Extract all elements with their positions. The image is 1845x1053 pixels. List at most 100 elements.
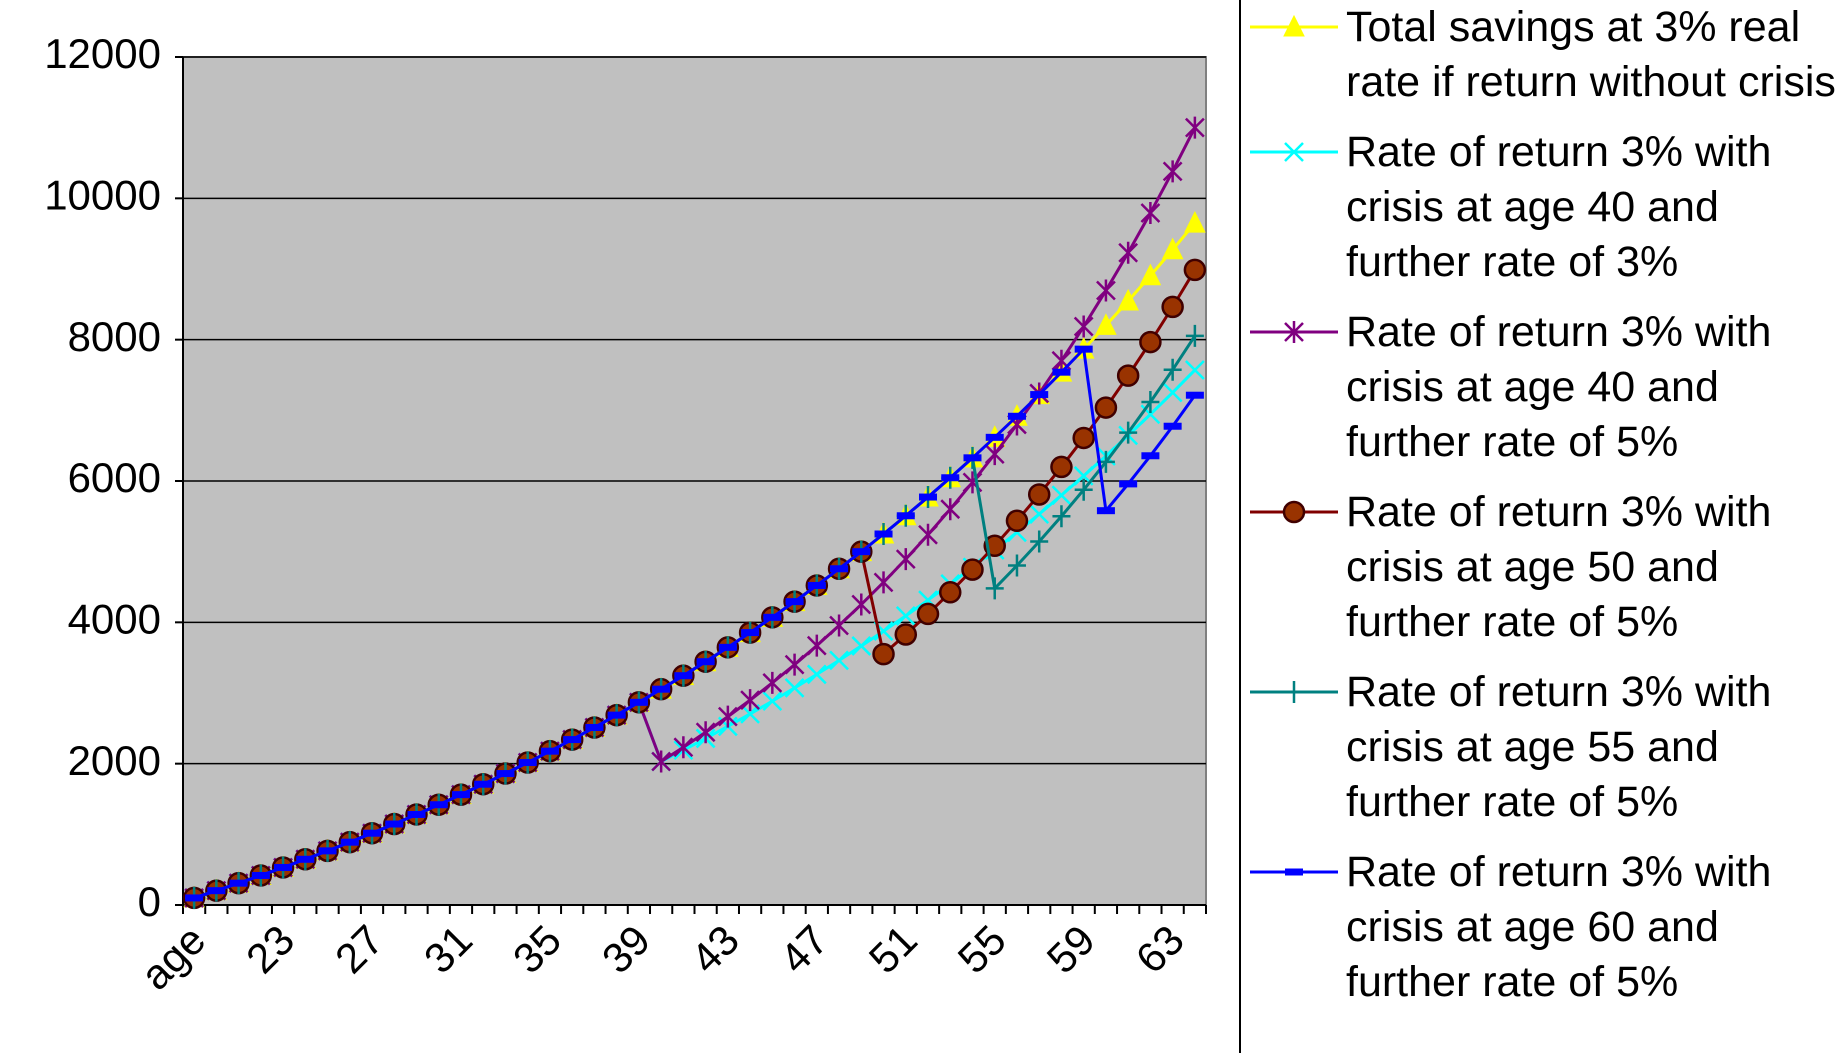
marker [563, 736, 582, 744]
x-tick-label: 35 [504, 916, 570, 982]
legend-label: Total savings at 3% real rate if return … [1346, 3, 1836, 106]
marker [874, 530, 893, 538]
marker [894, 623, 918, 646]
marker [916, 602, 940, 626]
legend-marker [1283, 14, 1305, 37]
x-tick-label: 47 [771, 916, 837, 982]
marker [873, 571, 894, 594]
legend-label: Rate of return 3% with crisis at age 40 … [1346, 128, 1772, 286]
marker [629, 698, 648, 706]
marker [1163, 358, 1182, 381]
x-tick-label: 27 [326, 916, 392, 982]
marker [340, 838, 359, 846]
marker [830, 565, 849, 573]
marker [984, 443, 1005, 466]
legend-label: Rate of return 3% with crisis at age 60 … [1346, 848, 1772, 1006]
marker [940, 498, 961, 521]
marker [1119, 480, 1138, 488]
marker [872, 642, 895, 666]
legend-swatch [1250, 142, 1338, 162]
legend-marker [1285, 681, 1303, 703]
marker [1117, 288, 1139, 311]
legend-marker [1284, 142, 1304, 162]
x-tick-label: 51 [860, 916, 926, 982]
marker [1072, 426, 1095, 450]
marker [696, 658, 715, 666]
marker [451, 791, 470, 799]
marker [1074, 345, 1093, 353]
marker [1161, 295, 1184, 319]
series-line [193, 345, 1197, 900]
legend-swatch [1250, 321, 1338, 343]
legend-entry: Rate of return 3% with crisis at age 40 … [1246, 305, 1842, 470]
marker [963, 454, 982, 462]
marker [207, 887, 226, 895]
marker [1139, 330, 1162, 354]
marker [1027, 483, 1051, 506]
marker [651, 750, 672, 773]
marker [1118, 241, 1139, 264]
marker [762, 691, 783, 712]
legend-label: Rate of return 3% with crisis at age 50 … [1346, 488, 1772, 646]
marker [1116, 364, 1140, 387]
marker [1052, 368, 1071, 376]
marker [785, 598, 804, 606]
marker [1161, 237, 1184, 260]
x-tick-label: 43 [682, 916, 748, 982]
marker [1007, 554, 1026, 577]
y-tick-label: 8000 [68, 313, 161, 360]
marker [806, 664, 827, 685]
marker [784, 653, 805, 676]
marker [740, 689, 760, 712]
marker [1141, 390, 1160, 413]
marker [318, 847, 337, 855]
marker [807, 581, 826, 589]
marker [1119, 421, 1138, 444]
marker [1094, 396, 1118, 419]
marker [1074, 478, 1093, 501]
marker [251, 871, 270, 879]
y-tick-label: 4000 [68, 595, 161, 642]
marker [1029, 504, 1050, 524]
marker [918, 523, 938, 546]
marker [229, 879, 248, 887]
legend-swatch [1250, 500, 1338, 524]
marker [429, 801, 448, 809]
marker [1184, 116, 1205, 139]
marker [607, 711, 626, 719]
marker [1030, 391, 1049, 399]
marker [941, 474, 960, 482]
legend-label: Rate of return 3% with crisis at age 40 … [1346, 308, 1772, 466]
marker [896, 512, 915, 520]
marker [1096, 279, 1116, 302]
y-tick-label: 2000 [68, 737, 161, 784]
marker [185, 894, 204, 902]
legend-entry: Rate of return 3% with crisis at age 50 … [1246, 485, 1842, 650]
marker [1163, 422, 1182, 430]
x-tick-label: age [132, 916, 215, 999]
legend-entry: Rate of return 3% with crisis at age 55 … [1246, 665, 1842, 830]
marker [741, 629, 760, 637]
marker [1095, 313, 1117, 335]
marker [518, 759, 537, 767]
marker [1050, 455, 1073, 479]
x-tick-label: 23 [237, 916, 303, 982]
marker [1185, 391, 1204, 399]
legend-entry: Rate of return 3% with crisis at age 40 … [1246, 125, 1842, 290]
legend: Total savings at 3% real rate if return … [1246, 0, 1842, 1010]
marker [1141, 452, 1160, 460]
legend-swatch [1250, 14, 1338, 37]
marker [717, 705, 738, 728]
x-tick-label: 39 [593, 916, 659, 982]
marker [852, 548, 871, 556]
marker [1005, 509, 1029, 533]
marker [919, 493, 938, 501]
marker [895, 548, 916, 571]
marker [985, 577, 1004, 600]
marker [1162, 160, 1183, 183]
marker [1073, 315, 1094, 338]
marker [829, 614, 849, 637]
marker [1007, 412, 1026, 420]
x-tick-label: 55 [949, 916, 1015, 982]
marker [1184, 210, 1206, 233]
